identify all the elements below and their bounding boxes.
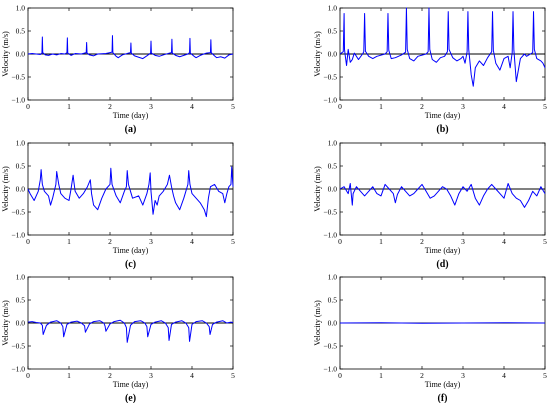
x-axis-label: Time (day)	[425, 380, 461, 389]
x-tick-label: 2	[420, 237, 424, 246]
y-tick-label: 0.5	[16, 27, 26, 36]
x-tick-label: 2	[420, 371, 424, 380]
x-axis-label: Time (day)	[113, 246, 149, 255]
panel-caption: (c)	[125, 259, 136, 270]
y-tick-label: −1.0	[11, 365, 25, 374]
x-tick-label: 1	[379, 371, 383, 380]
y-tick-label: 0.5	[328, 162, 338, 171]
velocity-series-line	[27, 319, 234, 343]
y-tick-label: −1.0	[323, 231, 337, 240]
x-tick-label: 2	[108, 102, 112, 111]
x-tick-label: 0	[26, 237, 30, 246]
y-tick-label: −0.5	[323, 73, 337, 82]
velocity-series-line	[339, 182, 546, 208]
panel-caption: (f)	[438, 393, 448, 403]
x-tick-label: 3	[149, 237, 153, 246]
velocity-series-line	[339, 7, 546, 87]
y-axis-label: Velocity (m/s)	[1, 166, 10, 212]
x-axis-label: Time (day)	[113, 380, 149, 389]
x-tick-label: 5	[543, 102, 547, 111]
y-tick-label: 0.0	[16, 185, 26, 194]
y-tick-label: −0.5	[11, 208, 25, 217]
chart-panel-5: −1.0 −0.5 0.0 0.5 1.0 0 1 2 3 4 5 Time (day) Velocit…	[1, 273, 235, 403]
y-tick-label: 0.5	[328, 27, 338, 36]
y-tick-label: −1.0	[323, 96, 337, 105]
x-tick-label: 4	[502, 102, 506, 111]
x-tick-label: 5	[543, 371, 547, 380]
x-tick-label: 4	[190, 371, 194, 380]
y-axis-label: Velocity (m/s)	[1, 300, 10, 346]
x-tick-label: 0	[338, 237, 342, 246]
y-axis-label: Velocity (m/s)	[313, 31, 322, 77]
x-tick-label: 0	[338, 371, 342, 380]
y-tick-label: −1.0	[11, 231, 25, 240]
y-axis-label: Velocity (m/s)	[1, 31, 10, 77]
x-tick-label: 3	[461, 371, 465, 380]
y-tick-label: 1.0	[328, 4, 338, 13]
x-tick-label: 3	[149, 102, 153, 111]
x-tick-label: 2	[108, 237, 112, 246]
y-tick-label: −0.5	[323, 342, 337, 351]
y-axis-label: Velocity (m/s)	[313, 300, 322, 346]
y-tick-label: 0.0	[328, 185, 338, 194]
x-tick-label: 2	[108, 371, 112, 380]
y-tick-label: 1.0	[328, 139, 338, 148]
y-tick-label: −1.0	[323, 365, 337, 374]
y-tick-label: 0.5	[328, 296, 338, 305]
x-tick-label: 3	[461, 237, 465, 246]
chart-panel-3: −1.0 −0.5 0.0 0.5 1.0 0 1 2 3 4 5 Time (day) Velocit…	[1, 139, 235, 271]
y-tick-label: 0.5	[16, 296, 26, 305]
y-tick-label: −1.0	[11, 96, 25, 105]
x-tick-label: 4	[502, 237, 506, 246]
x-axis-label: Time (day)	[425, 246, 461, 255]
velocity-series-line	[27, 35, 234, 60]
y-axis-label: Velocity (m/s)	[313, 166, 322, 212]
x-tick-label: 2	[420, 102, 424, 111]
x-tick-label: 4	[190, 237, 194, 246]
panel-caption: (e)	[125, 393, 136, 403]
x-axis-label: Time (day)	[113, 111, 149, 120]
x-tick-label: 0	[26, 371, 30, 380]
panel-caption: (d)	[436, 259, 448, 270]
x-tick-label: 5	[231, 371, 235, 380]
x-tick-label: 5	[543, 237, 547, 246]
y-tick-label: −0.5	[11, 73, 25, 82]
x-tick-label: 1	[379, 102, 383, 111]
y-tick-label: 1.0	[16, 273, 26, 282]
panel-caption: (a)	[125, 124, 137, 135]
x-tick-label: 4	[190, 102, 194, 111]
y-tick-label: 0.0	[16, 319, 26, 328]
panel-caption: (b)	[436, 124, 448, 135]
y-tick-label: 1.0	[328, 273, 338, 282]
x-tick-label: 5	[231, 102, 235, 111]
chart-panel-1: −1.0 −0.5 0.0 0.5 1.0 0 1 2 3 4 5 Time (day) Velocit…	[1, 4, 235, 136]
chart-panel-6: −1.0 −0.5 0.0 0.5 1.0 0 1 2 3 4 5 Time (day) Velocit…	[313, 273, 547, 403]
x-axis-label: Time (day)	[425, 111, 461, 120]
x-tick-label: 0	[26, 102, 30, 111]
y-tick-label: 1.0	[16, 139, 26, 148]
x-tick-label: 3	[461, 102, 465, 111]
y-tick-label: −0.5	[323, 208, 337, 217]
y-tick-label: 0.0	[16, 50, 26, 59]
x-tick-label: 1	[67, 237, 71, 246]
y-tick-label: 1.0	[16, 4, 26, 13]
velocity-series-line	[27, 166, 234, 218]
x-tick-label: 1	[379, 237, 383, 246]
chart-panel-4: −1.0 −0.5 0.0 0.5 1.0 0 1 2 3 4 5 Time (day) Velocit…	[313, 139, 547, 271]
x-tick-label: 0	[338, 102, 342, 111]
x-tick-label: 3	[149, 371, 153, 380]
y-tick-label: 0.0	[328, 50, 338, 59]
x-tick-label: 5	[231, 237, 235, 246]
y-tick-label: 0.0	[328, 319, 338, 328]
x-tick-label: 4	[502, 371, 506, 380]
y-tick-label: −0.5	[11, 342, 25, 351]
x-tick-label: 1	[67, 102, 71, 111]
x-tick-label: 1	[67, 371, 71, 380]
y-tick-label: 0.5	[16, 162, 26, 171]
chart-panel-2: −1.0 −0.5 0.0 0.5 1.0 0 1 2 3 4 5 Time (day) Velocit…	[313, 4, 547, 136]
